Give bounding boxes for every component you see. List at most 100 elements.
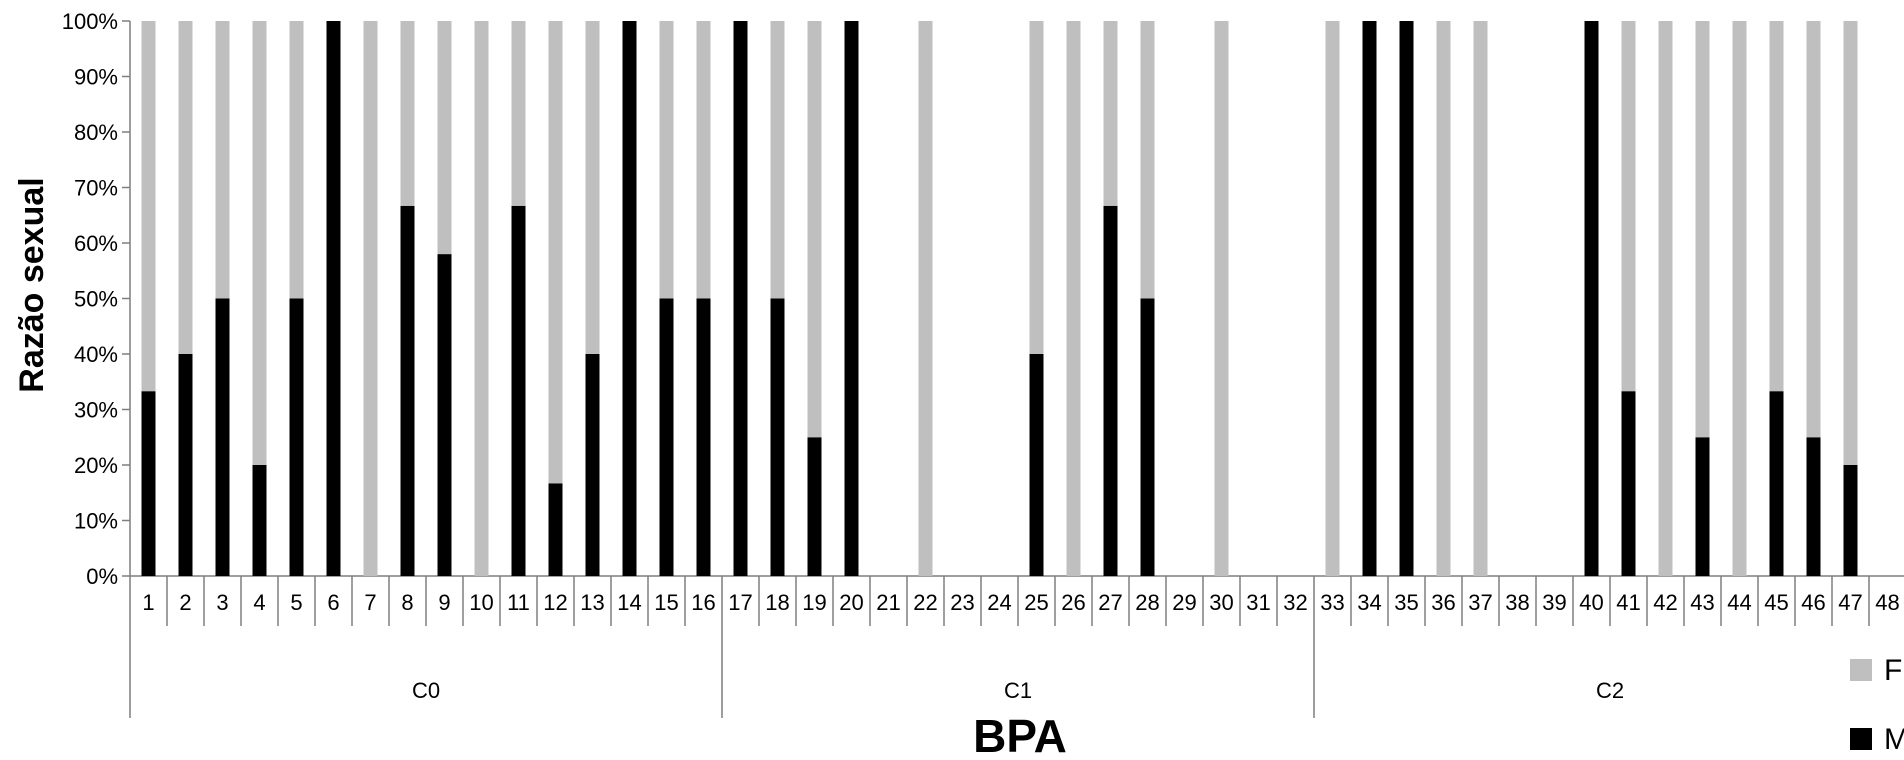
bar-f bbox=[289, 21, 304, 299]
x-tick-label: 13 bbox=[580, 590, 604, 615]
bar-f bbox=[1140, 21, 1155, 299]
bar-m bbox=[1362, 21, 1377, 576]
x-tick-label: 43 bbox=[1690, 590, 1714, 615]
bar-m bbox=[1140, 298, 1155, 576]
bar-m bbox=[1769, 391, 1784, 576]
bar-f bbox=[141, 21, 156, 392]
x-tick-label: 9 bbox=[438, 590, 450, 615]
bar-m bbox=[252, 465, 267, 576]
x-tick-label: 4 bbox=[253, 590, 265, 615]
x-tick-label: 44 bbox=[1727, 590, 1751, 615]
y-tick-label: 100% bbox=[62, 9, 118, 34]
bar-f bbox=[1769, 21, 1784, 392]
bar-m bbox=[141, 391, 156, 576]
x-tick-label: 33 bbox=[1320, 590, 1344, 615]
bar-m bbox=[1584, 21, 1599, 576]
bar-m bbox=[289, 298, 304, 576]
bar-f bbox=[1843, 21, 1858, 465]
x-group-label: C0 bbox=[412, 678, 440, 703]
x-group-label: C1 bbox=[1004, 678, 1032, 703]
legend-swatch-m bbox=[1850, 728, 1872, 750]
x-tick-label: 20 bbox=[839, 590, 863, 615]
x-tick-label: 37 bbox=[1468, 590, 1492, 615]
x-tick-label: 26 bbox=[1061, 590, 1085, 615]
bar-f bbox=[1658, 21, 1673, 576]
x-tick-label: 31 bbox=[1246, 590, 1270, 615]
x-tick-label: 40 bbox=[1579, 590, 1603, 615]
x-tick-label: 19 bbox=[802, 590, 826, 615]
bar-f bbox=[511, 21, 526, 206]
bar-f bbox=[807, 21, 822, 438]
bar-m bbox=[1806, 437, 1821, 576]
bar-m bbox=[1399, 21, 1414, 576]
y-tick-label: 90% bbox=[74, 65, 118, 90]
legend-label-f: F bbox=[1884, 654, 1902, 687]
bar-m bbox=[1621, 391, 1636, 576]
y-tick-label: 0% bbox=[86, 564, 118, 589]
x-tick-label: 34 bbox=[1357, 590, 1381, 615]
x-tick-label: 18 bbox=[765, 590, 789, 615]
x-axis-label: BPA bbox=[973, 710, 1067, 760]
bar-f bbox=[178, 21, 193, 354]
bar-m bbox=[437, 254, 452, 576]
x-tick-label: 22 bbox=[913, 590, 937, 615]
x-tick-label: 17 bbox=[728, 590, 752, 615]
bar-m bbox=[1843, 465, 1858, 576]
bar-m bbox=[696, 298, 711, 576]
bar-f bbox=[252, 21, 267, 465]
x-tick-label: 35 bbox=[1394, 590, 1418, 615]
x-tick-label: 7 bbox=[364, 590, 376, 615]
bar-f bbox=[1214, 21, 1229, 576]
y-axis-label: Razão sexual bbox=[13, 177, 51, 392]
x-tick-label: 16 bbox=[691, 590, 715, 615]
bar-m bbox=[733, 21, 748, 576]
legend: F M bbox=[1850, 654, 1904, 756]
y-tick-label: 50% bbox=[74, 287, 118, 312]
x-tick-label: 47 bbox=[1838, 590, 1862, 615]
x-tick-label: 14 bbox=[617, 590, 641, 615]
bar-m bbox=[215, 298, 230, 576]
x-tick-label: 39 bbox=[1542, 590, 1566, 615]
bar-f bbox=[363, 21, 378, 576]
x-tick-label: 30 bbox=[1209, 590, 1233, 615]
x-tick-label: 46 bbox=[1801, 590, 1825, 615]
x-tick-label: 42 bbox=[1653, 590, 1677, 615]
x-tick-label: 48 bbox=[1875, 590, 1899, 615]
bar-f bbox=[1621, 21, 1636, 392]
bar-f bbox=[215, 21, 230, 299]
x-tick-label: 25 bbox=[1024, 590, 1048, 615]
bar-f bbox=[1029, 21, 1044, 354]
x-tick-label: 23 bbox=[950, 590, 974, 615]
bar-f bbox=[400, 21, 415, 206]
y-tick-label: 10% bbox=[74, 509, 118, 534]
x-tick-label: 29 bbox=[1172, 590, 1196, 615]
bar-f bbox=[770, 21, 785, 299]
x-tick-label: 10 bbox=[469, 590, 493, 615]
bar-f bbox=[1103, 21, 1118, 206]
y-tick-label: 30% bbox=[74, 398, 118, 423]
y-axis: 0% 10% 20% 30% 40% 50% 60% 70% 80% 90% 100% bbox=[62, 9, 130, 589]
bar-f bbox=[585, 21, 600, 354]
y-tick-label: 60% bbox=[74, 231, 118, 256]
x-tick-label: 24 bbox=[987, 590, 1011, 615]
bar-f bbox=[1695, 21, 1710, 438]
x-tick-label: 21 bbox=[876, 590, 900, 615]
bar-f bbox=[548, 21, 563, 484]
x-tick-label: 12 bbox=[543, 590, 567, 615]
x-tick-label: 6 bbox=[327, 590, 339, 615]
bar-m bbox=[807, 437, 822, 576]
bar-m bbox=[511, 205, 526, 576]
bar-m bbox=[659, 298, 674, 576]
bar-f bbox=[1066, 21, 1081, 576]
bar-f bbox=[1473, 21, 1488, 576]
bar-m bbox=[178, 354, 193, 576]
x-tick-label: 41 bbox=[1616, 590, 1640, 615]
bar-m bbox=[400, 205, 415, 576]
bar-f bbox=[1325, 21, 1340, 576]
chart-axes bbox=[129, 21, 1904, 577]
x-group-label: C2 bbox=[1596, 678, 1624, 703]
bar-f bbox=[659, 21, 674, 299]
bar-f bbox=[918, 21, 933, 576]
x-tick-label: 3 bbox=[216, 590, 228, 615]
